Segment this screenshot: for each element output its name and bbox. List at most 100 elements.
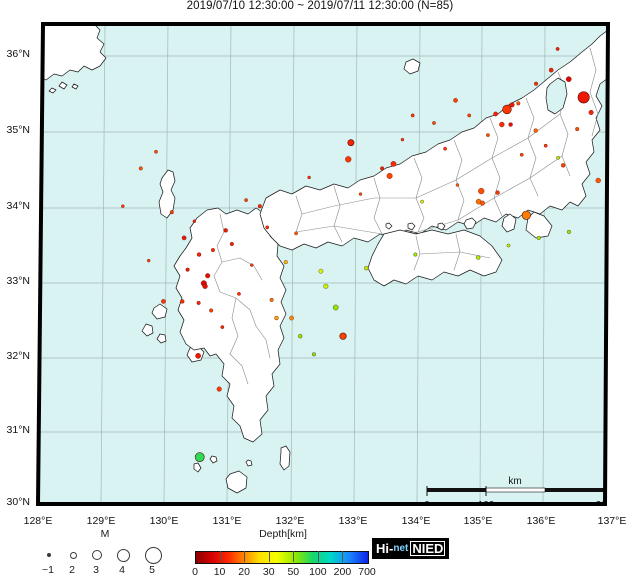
earthquake-marker[interactable]: [196, 300, 201, 305]
earthquake-marker[interactable]: [223, 228, 228, 233]
earthquake-marker[interactable]: [307, 175, 311, 180]
earthquake-marker[interactable]: [345, 156, 352, 163]
earthquake-marker[interactable]: [347, 139, 355, 147]
earthquake-marker[interactable]: [390, 161, 397, 167]
earthquake-marker[interactable]: [410, 113, 415, 118]
earthquake-marker[interactable]: [265, 225, 270, 230]
earthquake-marker[interactable]: [455, 183, 460, 187]
earthquake-marker[interactable]: [318, 268, 324, 274]
earthquake-marker[interactable]: [154, 149, 158, 154]
magnitude-label-0: ~1: [42, 564, 54, 576]
earthquake-marker[interactable]: [289, 315, 294, 321]
lat-label-35: 35°N: [6, 124, 30, 136]
earthquake-marker[interactable]: [380, 166, 385, 171]
earthquake-marker[interactable]: [413, 252, 418, 257]
earthquake-marker[interactable]: [486, 133, 490, 137]
earthquake-marker[interactable]: [202, 283, 208, 289]
earthquake-marker[interactable]: [138, 166, 143, 171]
earthquake-marker[interactable]: [467, 113, 472, 118]
magnitude-label-2: 3: [93, 564, 99, 576]
earthquake-marker[interactable]: [323, 283, 329, 289]
earthquake-marker[interactable]: [493, 111, 498, 117]
earthquake-marker[interactable]: [555, 47, 560, 51]
earthquake-marker[interactable]: [229, 241, 234, 246]
earthquake-marker[interactable]: [169, 210, 174, 215]
earthquake-marker[interactable]: [237, 292, 241, 296]
earthquake-marker[interactable]: [210, 248, 215, 253]
earthquake-marker[interactable]: [521, 210, 531, 220]
earthquake-marker[interactable]: [565, 76, 572, 82]
lat-label-36: 36°N: [6, 48, 30, 60]
earthquake-marker[interactable]: [216, 386, 222, 392]
earthquake-marker[interactable]: [244, 198, 248, 202]
map-panel[interactable]: km 0 100 200: [34, 18, 612, 512]
depth-tick-label-200: 200: [333, 566, 352, 578]
land-tanegashima: [279, 445, 291, 471]
earthquake-marker[interactable]: [205, 273, 211, 279]
earthquake-marker[interactable]: [453, 98, 458, 103]
earthquake-marker[interactable]: [257, 204, 262, 209]
earthquake-marker[interactable]: [509, 102, 515, 108]
earthquake-marker[interactable]: [192, 219, 197, 223]
earthquake-marker[interactable]: [506, 243, 511, 248]
earthquake-marker[interactable]: [560, 163, 566, 168]
earthquake-marker[interactable]: [209, 308, 214, 313]
earthquake-marker[interactable]: [274, 315, 279, 321]
page-title: 2019/07/10 12:30:00 ~ 2019/07/11 12:30:0…: [186, 0, 454, 12]
land-honshu: [259, 29, 608, 251]
earthquake-marker[interactable]: [519, 152, 524, 157]
earthquake-marker[interactable]: [420, 199, 424, 204]
earthquake-marker[interactable]: [534, 81, 539, 86]
earthquake-marker[interactable]: [358, 192, 363, 196]
earthquake-marker[interactable]: [556, 155, 560, 160]
earthquake-marker[interactable]: [220, 325, 225, 329]
land-korea-islet-3: [48, 87, 57, 94]
land-goto-1: [151, 303, 168, 320]
earthquake-marker[interactable]: [533, 128, 538, 133]
earthquake-marker[interactable]: [386, 172, 393, 179]
earthquake-marker[interactable]: [548, 67, 554, 73]
earthquake-marker[interactable]: [536, 235, 541, 240]
earthquake-marker[interactable]: [566, 229, 571, 234]
depth-tick-30: [268, 551, 270, 562]
earthquake-marker[interactable]: [294, 231, 298, 236]
earthquake-marker[interactable]: [502, 104, 512, 115]
earthquake-marker[interactable]: [180, 299, 185, 304]
earthquake-marker[interactable]: [196, 252, 202, 257]
earthquake-marker[interactable]: [516, 101, 521, 106]
earthquake-marker[interactable]: [283, 260, 288, 265]
earthquake-marker[interactable]: [443, 146, 447, 151]
earthquake-marker[interactable]: [495, 190, 500, 195]
map-canvas[interactable]: km 0 100 200: [34, 18, 612, 512]
earthquake-marker[interactable]: [543, 143, 548, 148]
earthquake-marker[interactable]: [400, 137, 405, 142]
earthquake-marker[interactable]: [298, 334, 303, 339]
earthquake-marker[interactable]: [181, 235, 187, 241]
earthquake-marker[interactable]: [575, 127, 580, 132]
earthquake-marker[interactable]: [121, 204, 125, 208]
earthquake-marker[interactable]: [311, 352, 316, 357]
earthquake-marker[interactable]: [479, 200, 485, 206]
earthquake-marker[interactable]: [161, 299, 166, 304]
earthquake-marker-layer[interactable]: [121, 47, 601, 462]
earthquake-marker[interactable]: [339, 332, 347, 340]
magnitude-legend: M ~1 2 3 4 5: [30, 528, 180, 577]
earthquake-marker[interactable]: [250, 263, 254, 267]
earthquake-marker[interactable]: [432, 121, 436, 125]
earthquake-marker[interactable]: [577, 91, 590, 104]
earthquake-marker[interactable]: [269, 297, 274, 302]
earthquake-marker[interactable]: [147, 258, 151, 263]
earthquake-marker[interactable]: [332, 304, 339, 311]
earthquake-marker[interactable]: [194, 452, 205, 462]
depth-tick-10: [219, 551, 221, 562]
earthquake-marker[interactable]: [195, 353, 201, 359]
earthquake-marker[interactable]: [595, 177, 601, 184]
earthquake-marker[interactable]: [478, 187, 485, 195]
earthquake-marker[interactable]: [508, 122, 513, 127]
earthquake-marker[interactable]: [499, 121, 505, 128]
earthquake-marker[interactable]: [588, 109, 594, 115]
earthquake-marker[interactable]: [364, 266, 369, 271]
land-tsushima: [158, 169, 176, 219]
earthquake-marker[interactable]: [185, 267, 190, 272]
earthquake-marker[interactable]: [476, 255, 481, 260]
